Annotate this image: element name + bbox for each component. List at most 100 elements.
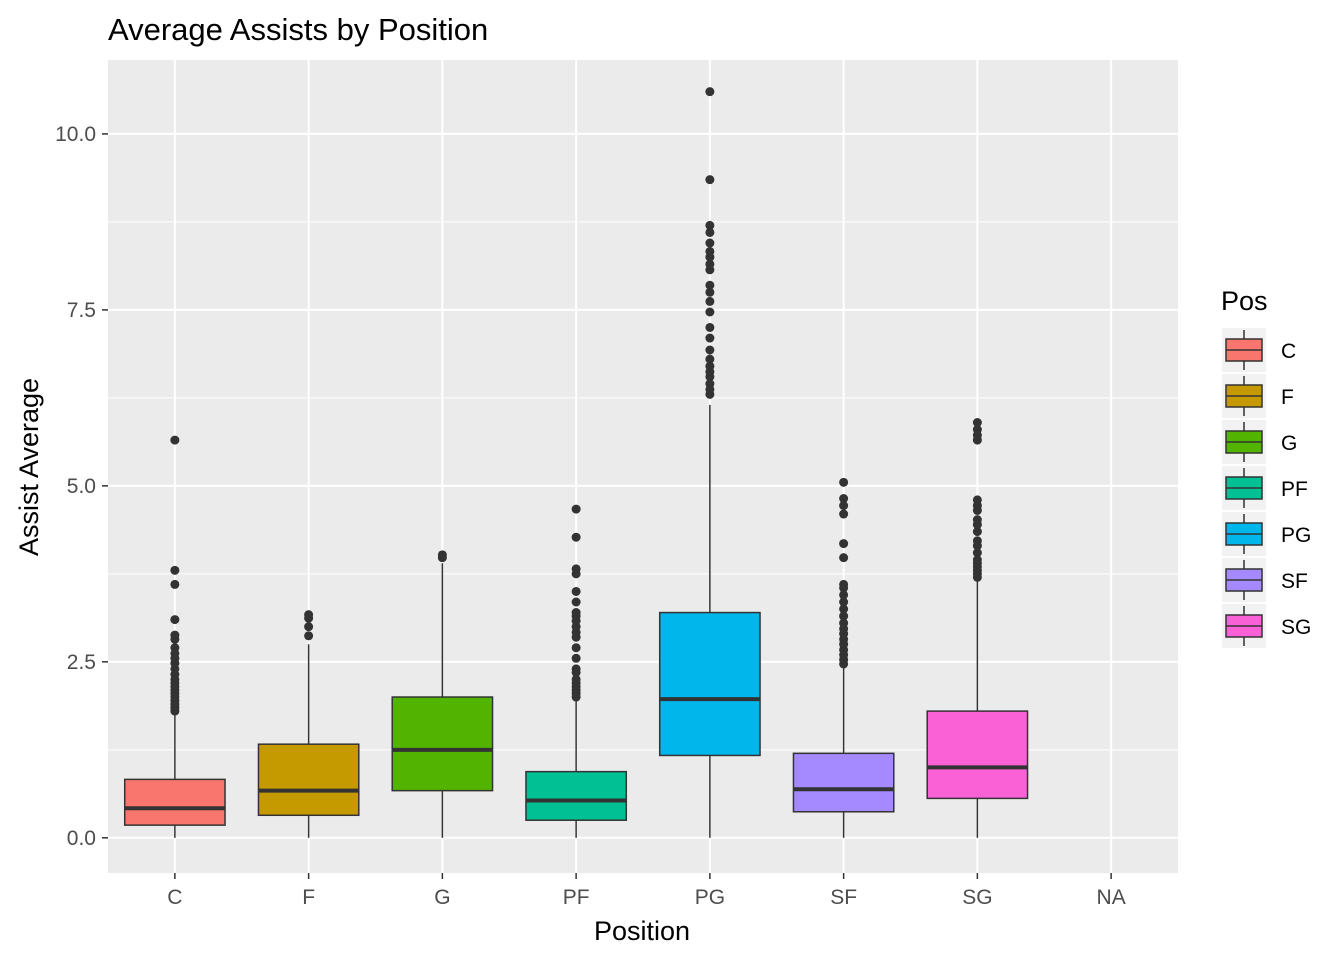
outlier-point <box>705 287 715 297</box>
legend: Pos CFG PF PG SF SG <box>1221 286 1311 648</box>
legend-item-pg: PG <box>1222 512 1311 556</box>
outlier-point <box>839 604 849 614</box>
outlier-point <box>972 495 982 505</box>
outlier-point <box>571 653 581 663</box>
box-body <box>658 611 761 757</box>
outlier-point <box>972 515 982 525</box>
outlier-point <box>705 361 715 371</box>
outlier-point <box>304 610 314 620</box>
box-body <box>391 696 494 792</box>
outlier-point <box>705 175 715 185</box>
chart-title: Average Assists by Position <box>108 12 488 47</box>
x-tick-label: F <box>302 886 315 909</box>
outlier-point <box>972 555 982 565</box>
outlier-point <box>839 553 849 563</box>
legend-item-f: F <box>1222 374 1294 418</box>
x-tick-label: NA <box>1097 886 1126 909</box>
legend-label: PG <box>1281 524 1311 547</box>
y-axis: 0.0 2.5 5.0 7.5 10.0 <box>55 123 108 850</box>
legend-item-g: G <box>1222 420 1297 464</box>
outlier-point <box>839 539 849 549</box>
outlier-point <box>571 674 581 684</box>
legend-label: G <box>1281 432 1297 455</box>
legend-label: PF <box>1281 478 1308 501</box>
outlier-point <box>571 597 581 607</box>
outlier-point <box>437 550 447 560</box>
x-tick-label: PG <box>695 886 725 909</box>
box-body <box>525 770 628 821</box>
box-body <box>926 710 1029 800</box>
box-series <box>123 87 1029 838</box>
x-tick-label: PF <box>563 886 590 909</box>
y-axis-title: Assist Average <box>14 378 44 556</box>
box-pg <box>658 87 761 838</box>
x-tick-label: SF <box>830 886 857 909</box>
outlier-point <box>705 259 715 269</box>
y-tick-label: 0.0 <box>67 827 96 850</box>
legend-item-sf: SF <box>1222 558 1308 602</box>
outlier-point <box>705 280 715 290</box>
outlier-point <box>571 608 581 618</box>
box-sf <box>792 477 895 838</box>
outlier-point <box>839 494 849 504</box>
box-g <box>391 550 494 838</box>
legend-label: SG <box>1281 616 1311 639</box>
outlier-point <box>705 354 715 364</box>
outlier-point <box>170 615 180 625</box>
x-tick-label: G <box>434 886 450 909</box>
outlier-point <box>705 307 715 317</box>
outlier-point <box>839 477 849 487</box>
legend-label: F <box>1281 386 1294 409</box>
outlier-point <box>972 425 982 435</box>
box-pf <box>525 504 628 838</box>
outlier-point <box>839 611 849 621</box>
legend-label: SF <box>1281 570 1308 593</box>
outlier-point <box>839 501 849 511</box>
outlier-point <box>170 565 180 575</box>
y-tick-label: 2.5 <box>67 651 96 674</box>
outlier-point <box>571 532 581 542</box>
outlier-point <box>705 333 715 343</box>
outlier-point <box>304 631 314 641</box>
y-tick-label: 5.0 <box>67 475 96 498</box>
outlier-point <box>705 246 715 256</box>
outlier-point <box>705 296 715 306</box>
outlier-point <box>705 227 715 237</box>
box-body <box>792 752 895 813</box>
outlier-point <box>571 504 581 514</box>
x-tick-label: C <box>167 886 182 909</box>
outlier-point <box>705 322 715 332</box>
box-body <box>257 743 360 817</box>
outlier-point <box>571 643 581 653</box>
outlier-point <box>972 418 982 428</box>
outlier-point <box>170 643 180 653</box>
outlier-point <box>304 622 314 632</box>
legend-label: C <box>1281 340 1296 363</box>
outlier-point <box>705 87 715 97</box>
outlier-point <box>571 564 581 574</box>
outlier-point <box>839 509 849 519</box>
outlier-point <box>705 220 715 230</box>
outlier-point <box>705 345 715 355</box>
outlier-point <box>705 379 715 389</box>
x-axis: C F G PF PG SF SG NA <box>167 873 1126 909</box>
legend-title: Pos <box>1221 286 1268 316</box>
y-tick-label: 7.5 <box>67 299 96 322</box>
outlier-point <box>170 630 180 640</box>
outlier-point <box>571 664 581 674</box>
outlier-point <box>170 579 180 589</box>
legend-item-pf: PF <box>1222 466 1308 510</box>
outlier-point <box>571 586 581 596</box>
outlier-point <box>972 548 982 558</box>
outlier-point <box>170 435 180 445</box>
box-sg <box>926 418 1029 838</box>
legend-item-sg: SG <box>1222 604 1311 648</box>
y-tick-label: 10.0 <box>55 123 96 146</box>
box-c <box>123 435 226 838</box>
outlier-point <box>705 238 715 248</box>
outlier-point <box>839 597 849 607</box>
outlier-point <box>972 527 982 537</box>
box-body <box>123 778 226 826</box>
outlier-point <box>839 618 849 628</box>
x-tick-label: SG <box>962 886 992 909</box>
